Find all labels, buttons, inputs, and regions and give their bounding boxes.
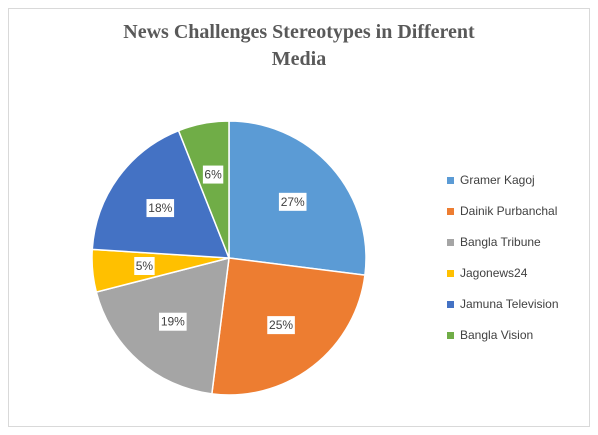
data-label-text: 6% xyxy=(204,168,222,182)
legend-item-gramer-kagoj: Gramer Kagoj xyxy=(447,172,597,188)
data-label-box xyxy=(267,316,295,335)
data-label-box xyxy=(202,165,224,184)
data-label-dainik-purbanchal: 25% xyxy=(267,316,295,335)
chart-title-line-2: Media xyxy=(271,48,327,70)
legend-swatch xyxy=(447,269,454,277)
legend-label: Bangla Tribune xyxy=(460,235,541,249)
data-label-text: 25% xyxy=(269,318,293,332)
data-label-text: 27% xyxy=(281,195,305,209)
pie-chart: 27% 25% 19% 5% 18% 6% xyxy=(91,120,367,396)
legend-swatch xyxy=(447,176,454,184)
legend-item-bangla-tribune: Bangla Tribune xyxy=(447,234,597,250)
pie-slices xyxy=(91,120,367,396)
data-label-jamuna-television: 18% xyxy=(146,199,175,218)
pie-slice-bangla-vision xyxy=(177,120,230,259)
legend-label: Dainik Purbanchal xyxy=(460,204,558,218)
legend-item-jamuna-television: Jamuna Television xyxy=(447,296,597,312)
data-label-gramer-kagoj: 27% xyxy=(278,192,307,211)
data-label-box xyxy=(159,312,187,331)
chart-title: News Challenges Stereotypes in Different… xyxy=(9,19,589,73)
legend-item-bangla-vision: Bangla Vision xyxy=(447,327,597,343)
data-label-box xyxy=(278,192,307,211)
chart-title-line-1: News Challenges Stereotypes in Different xyxy=(123,21,475,43)
legend-label: Gramer Kagoj xyxy=(460,173,535,187)
legend-swatch xyxy=(447,238,454,246)
data-label-box xyxy=(146,199,175,218)
chart-frame: News Challenges Stereotypes in Different… xyxy=(8,8,590,427)
data-label-text: 19% xyxy=(161,315,185,329)
legend-item-dainik-purbanchal: Dainik Purbanchal xyxy=(447,203,597,219)
legend-swatch xyxy=(447,331,454,339)
pie-slice-jamuna-television xyxy=(91,129,231,259)
legend-label: Jamuna Television xyxy=(460,297,559,311)
data-label-bangla-tribune: 19% xyxy=(159,312,187,331)
legend-swatch xyxy=(447,300,454,308)
data-label-text: 5% xyxy=(136,259,154,273)
legend-label: Jagonews24 xyxy=(460,266,528,280)
chart-legend: Gramer Kagoj Dainik Purbanchal Bangla Trib… xyxy=(447,172,597,358)
data-label-bangla-vision: 6% xyxy=(202,165,224,184)
legend-label: Bangla Vision xyxy=(460,328,534,342)
legend-item-jagonews24: Jagonews24 xyxy=(447,265,597,281)
data-label-jagonews24: 5% xyxy=(134,256,155,275)
data-label-box xyxy=(134,256,155,275)
data-label-text: 18% xyxy=(148,201,172,215)
pie-data-labels: 27% 25% 19% 5% 18% 6% xyxy=(134,165,307,335)
legend-swatch xyxy=(447,207,454,215)
